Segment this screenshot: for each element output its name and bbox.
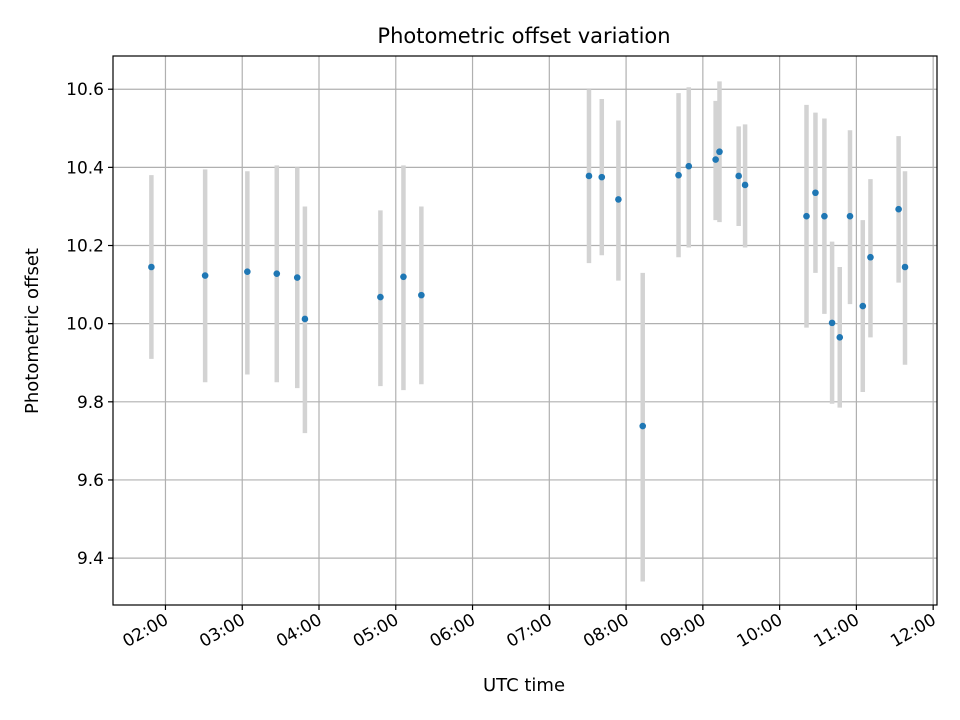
data-point	[846, 212, 854, 220]
y-tick-label: 9.6	[77, 471, 104, 491]
data-point	[901, 263, 909, 271]
data-point	[812, 189, 819, 197]
data-point	[400, 273, 407, 281]
data-point	[615, 196, 622, 203]
data-point	[418, 291, 425, 299]
data-point	[685, 162, 693, 170]
data-point	[895, 205, 902, 213]
chart-title: Photometric offset variation	[377, 24, 670, 48]
data-point	[675, 171, 682, 179]
data-point	[867, 253, 874, 261]
x-tick-label: 11:00	[810, 610, 862, 652]
y-tick-label: 10.2	[66, 237, 104, 257]
data-point	[148, 263, 155, 271]
data-point	[301, 315, 309, 323]
y-tick-label: 9.8	[77, 393, 104, 413]
data-point	[201, 272, 209, 279]
data-point	[244, 268, 251, 275]
x-tick-label: 07:00	[503, 610, 555, 652]
error-bars	[149, 81, 908, 582]
data-point	[598, 173, 606, 181]
data-point	[859, 302, 867, 310]
x-tick-label: 02:00	[120, 610, 172, 652]
grid	[113, 56, 937, 605]
data-point	[273, 270, 281, 277]
x-tick-label: 09:00	[657, 610, 709, 652]
data-point	[735, 172, 742, 180]
data-point	[585, 172, 593, 180]
data-point	[712, 156, 719, 163]
y-axis-ticks: 9.4 9.6 9.8 10.0 10.2 10.4 10.6	[66, 80, 113, 569]
data-point	[293, 274, 301, 281]
data-points	[148, 148, 909, 430]
data-point	[828, 319, 836, 327]
y-tick-label: 10.0	[66, 315, 104, 335]
y-tick-label: 10.6	[66, 80, 104, 100]
x-tick-label: 04:00	[273, 610, 325, 652]
y-tick-label: 9.4	[77, 549, 104, 569]
plot-frame	[112, 55, 938, 606]
data-point	[639, 422, 647, 430]
y-tick-label: 10.4	[66, 158, 104, 178]
x-tick-label: 03:00	[196, 610, 248, 652]
x-axis-label: UTC time	[483, 675, 565, 696]
y-axis-label: Photometric offset	[22, 248, 43, 414]
data-point	[821, 212, 828, 220]
x-tick-label: 10:00	[734, 610, 786, 652]
data-point	[803, 212, 810, 220]
data-point	[377, 293, 384, 301]
x-tick-label: 06:00	[427, 610, 479, 652]
data-point	[836, 334, 844, 341]
x-tick-label: 05:00	[350, 610, 402, 652]
x-axis-ticks: 02:00 03:00 04:00 05:00 06:00 07:00 08:00 09:00…	[120, 605, 940, 652]
x-tick-label: 08:00	[580, 610, 632, 652]
x-tick-label: 12:00	[887, 610, 939, 652]
data-point	[716, 148, 723, 156]
data-point	[741, 181, 749, 189]
